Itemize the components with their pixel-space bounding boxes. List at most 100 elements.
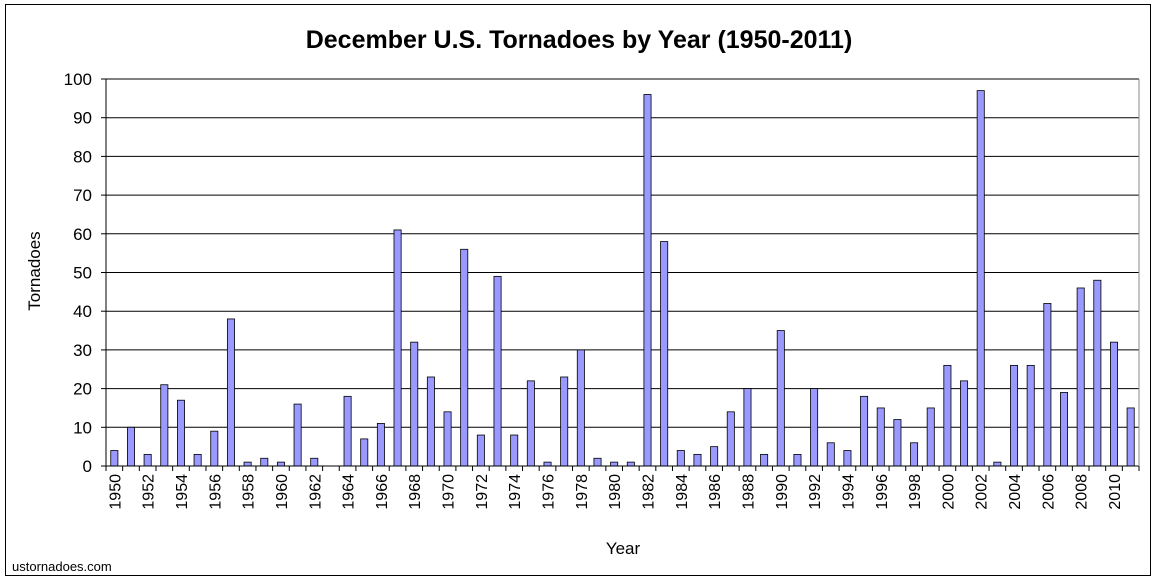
x-tick-label: 1996: [874, 474, 891, 510]
bar-1964: [343, 395, 352, 467]
bar-1972: [476, 434, 485, 467]
x-tick-label: 1962: [307, 474, 324, 510]
y-tick-label: 50: [73, 264, 92, 283]
bar-2007: [1060, 392, 1069, 467]
y-tick-label: 40: [73, 302, 92, 321]
x-tick-label: 1972: [474, 474, 491, 510]
source-credit: ustornadoes.com: [12, 559, 112, 574]
y-tick-label: 90: [73, 109, 92, 128]
bar-1989: [760, 453, 769, 467]
bar-2008: [1076, 287, 1085, 467]
bar-1971: [460, 248, 469, 467]
y-tick-label: 20: [73, 380, 92, 399]
x-tick-label: 1976: [541, 474, 558, 510]
x-tick-label: 1994: [840, 474, 857, 510]
bar-1953: [160, 384, 169, 467]
bar-1980: [610, 461, 619, 467]
bar-2011: [1126, 407, 1135, 467]
bar-1983: [660, 241, 669, 467]
bar-1976: [543, 461, 552, 467]
bar-1986: [710, 446, 719, 467]
x-tick-label: 2002: [974, 474, 991, 510]
bar-1954: [176, 399, 185, 467]
bar-1982: [643, 94, 652, 467]
bar-1984: [676, 450, 685, 467]
bar-1996: [876, 407, 885, 467]
bar-2009: [1093, 279, 1102, 467]
x-tick-label: 1960: [274, 474, 291, 510]
x-tick-label: 1956: [207, 474, 224, 510]
bar-1973: [493, 275, 502, 467]
bar-2002: [976, 90, 985, 467]
bar-2006: [1043, 303, 1052, 467]
x-tick-label: 1950: [107, 474, 124, 510]
y-tick-label: 0: [83, 457, 92, 476]
bar-1960: [276, 461, 285, 467]
x-tick-label: 1968: [407, 474, 424, 510]
x-tick-label: 1966: [374, 474, 391, 510]
y-tick-label: 70: [73, 186, 92, 205]
x-tick-label: 1986: [707, 474, 724, 510]
bar-1950: [110, 450, 119, 467]
bar-1968: [410, 341, 419, 467]
bar-1988: [743, 388, 752, 467]
x-tick-label: 1990: [774, 474, 791, 510]
chart-frame: [5, 4, 1151, 576]
x-tick-label: 1978: [574, 474, 591, 510]
x-tick-label: 1982: [640, 474, 657, 510]
gridlines: [101, 78, 1139, 467]
x-tick-label: 1988: [740, 474, 757, 510]
y-tick-label: 10: [73, 418, 92, 437]
bar-1997: [893, 419, 902, 467]
bar-1991: [793, 453, 802, 467]
x-tick-labels: 1950 1952 1954 1956 1958 1960 1962 1964 1966 1968…: [107, 474, 1124, 510]
bar-1999: [926, 407, 935, 467]
bar-2004: [1010, 364, 1019, 467]
y-tick-label: 60: [73, 225, 92, 244]
x-tick-label: 1954: [174, 474, 191, 510]
bar-1987: [726, 411, 735, 467]
x-tick-label: 1998: [907, 474, 924, 510]
bar-1962: [310, 457, 319, 467]
x-tick-label: 2006: [1040, 474, 1057, 510]
x-tick-label: 1974: [507, 474, 524, 510]
bar-1956: [210, 430, 219, 467]
bar-1965: [360, 438, 369, 467]
bar-1985: [693, 453, 702, 467]
bar-1998: [910, 442, 919, 467]
bar-1959: [260, 457, 269, 467]
bar-1966: [376, 423, 385, 467]
x-tick-label: 1964: [341, 474, 358, 510]
x-tick-label: 1952: [141, 474, 158, 510]
bar-2010: [1110, 341, 1118, 467]
bar-1979: [593, 457, 602, 467]
x-tick-label: 1992: [807, 474, 824, 510]
bar-1955: [193, 453, 202, 467]
bar-1958: [243, 461, 252, 467]
bar-1990: [776, 330, 785, 467]
bar-1994: [843, 450, 852, 467]
y-tick-label: 100: [64, 70, 92, 89]
bar-1961: [293, 403, 302, 467]
x-tick-label: 2000: [940, 474, 957, 510]
bar-1969: [426, 376, 435, 467]
x-tick-label: 2004: [1007, 474, 1024, 510]
y-tick-label: 80: [73, 147, 92, 166]
bar-1957: [226, 318, 235, 467]
bar-1981: [626, 461, 635, 467]
bar-1975: [526, 380, 535, 467]
bar-1978: [576, 349, 585, 467]
bar-2000: [943, 364, 952, 467]
bar-2003: [993, 461, 1002, 467]
bars: [110, 90, 1135, 467]
bar-1952: [143, 453, 152, 467]
bar-1992: [810, 388, 819, 467]
bar-1974: [510, 434, 519, 467]
x-tick-label: 1980: [607, 474, 624, 510]
chart-title: December U.S. Tornadoes by Year (1950-20…: [305, 26, 853, 54]
x-axis-label: Year: [606, 539, 641, 558]
bar-1951: [127, 426, 135, 467]
bar-1993: [826, 442, 835, 467]
x-tick-label: 1958: [241, 474, 258, 510]
